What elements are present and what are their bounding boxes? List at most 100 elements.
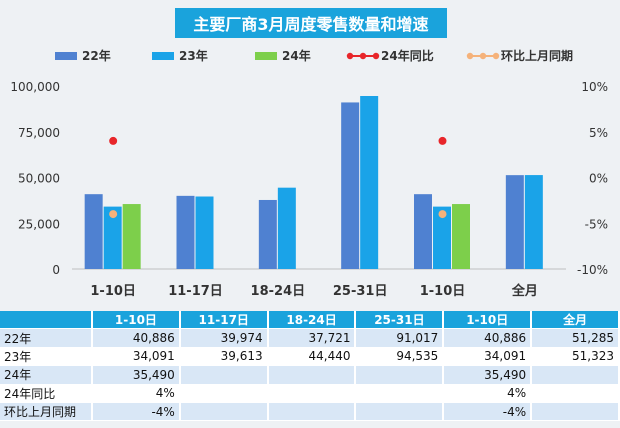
table-cell: 39,974 bbox=[179, 328, 269, 348]
y2-tick-label: 0% bbox=[589, 172, 608, 186]
legend-label: 23年 bbox=[179, 48, 208, 63]
y-tick-label: 0 bbox=[52, 263, 60, 277]
line-point-0 bbox=[438, 136, 447, 145]
bar-0 bbox=[341, 102, 360, 269]
table-cell: -4% bbox=[443, 402, 533, 422]
x-tick-label: 全月 bbox=[511, 283, 538, 299]
table-cell: 91,017 bbox=[355, 328, 445, 348]
y2-tick-label: -5% bbox=[585, 217, 608, 231]
table-cell: 40,886 bbox=[443, 328, 533, 348]
bar-0 bbox=[84, 194, 103, 269]
table-cell: 44,440 bbox=[267, 347, 357, 367]
bar-0 bbox=[258, 199, 277, 269]
table-row-label: 环比上月同期 bbox=[0, 402, 93, 422]
table-header: 全月 bbox=[531, 311, 620, 330]
bar-2 bbox=[122, 204, 141, 269]
table-header-row: 1-10日 11-17日 18-24日 25-31日 1-10日 全月 bbox=[0, 311, 620, 330]
table-row: 环比上月同期 -4% -4% bbox=[0, 402, 620, 422]
table-row-label: 24年同比 bbox=[0, 384, 93, 403]
line-point-1 bbox=[438, 210, 447, 219]
chart-title: 主要厂商3月周度零售数量和增速 bbox=[175, 8, 447, 38]
table-row: 24年 35,490 35,490 bbox=[0, 365, 620, 385]
bar-0 bbox=[505, 175, 524, 269]
legend-label: 22年 bbox=[82, 48, 111, 63]
table-cell: 4% bbox=[443, 384, 533, 403]
x-tick-label: 18-24日 bbox=[251, 284, 306, 299]
table-corner bbox=[0, 311, 93, 330]
bar-1 bbox=[433, 206, 451, 269]
table-row: 22年 40,886 39,974 37,721 91,017 40,886 51,285 bbox=[0, 328, 620, 348]
y-tick-label: 50,000 bbox=[18, 172, 60, 186]
bar-1 bbox=[360, 96, 379, 270]
table-cell: 35,490 bbox=[92, 365, 181, 385]
table-header: 25-31日 bbox=[355, 311, 445, 330]
line-point-1 bbox=[109, 210, 118, 219]
table-row-label: 22年 bbox=[0, 328, 93, 348]
bar-1 bbox=[277, 187, 296, 269]
legend-marker bbox=[346, 52, 354, 60]
legend-marker bbox=[359, 52, 367, 60]
bar-1 bbox=[103, 206, 122, 269]
table-cell: 51,285 bbox=[531, 328, 620, 348]
x-tick-label: 11-17日 bbox=[168, 284, 223, 299]
table-cell: 35,490 bbox=[443, 365, 533, 385]
table-cell bbox=[531, 402, 620, 422]
table-cell: 94,535 bbox=[355, 347, 445, 367]
table-cell bbox=[267, 365, 357, 385]
bar-1 bbox=[524, 175, 543, 269]
y2-tick-label: 5% bbox=[589, 126, 608, 140]
y2-tick-label: 10% bbox=[581, 80, 608, 94]
table-cell bbox=[531, 365, 620, 385]
table-cell: 34,091 bbox=[92, 347, 181, 367]
table-cell bbox=[355, 402, 445, 422]
legend-label: 24年同比 bbox=[381, 48, 434, 63]
bar-0 bbox=[176, 195, 195, 269]
legend-marker bbox=[479, 52, 487, 60]
table-cell bbox=[267, 384, 357, 403]
table-cell bbox=[355, 365, 445, 385]
table-cell bbox=[267, 402, 357, 422]
table-cell: 37,721 bbox=[267, 328, 357, 348]
legend-marker bbox=[372, 52, 380, 60]
x-tick-label: 1-10日 bbox=[90, 284, 136, 299]
table-row: 23年 34,091 39,613 44,440 94,535 34,091 51,323 bbox=[0, 347, 620, 367]
legend-swatch bbox=[152, 52, 174, 60]
data-table: 1-10日 11-17日 18-24日 25-31日 1-10日 全月 22年 4… bbox=[0, 311, 620, 422]
chart-canvas: 0 25,000 50,000 75,000 100,000 -10% -5% 0% 5% 10%… bbox=[10, 48, 608, 299]
table-cell bbox=[179, 384, 269, 403]
table-cell: -4% bbox=[92, 402, 181, 422]
table-header: 18-24日 bbox=[267, 311, 357, 330]
table-cell bbox=[179, 365, 269, 385]
table-cell bbox=[531, 384, 620, 403]
y2-tick-label: -10% bbox=[577, 263, 608, 277]
table-header: 11-17日 bbox=[179, 311, 269, 330]
legend-label: 环比上月同期 bbox=[501, 48, 573, 63]
x-tick-label: 25-31日 bbox=[333, 284, 388, 299]
table-row-label: 24年 bbox=[0, 365, 93, 385]
bar-1 bbox=[195, 196, 214, 269]
table-row-label: 23年 bbox=[0, 347, 93, 367]
table-cell: 51,323 bbox=[531, 347, 620, 367]
table-cell bbox=[179, 402, 269, 422]
legend-swatch bbox=[255, 52, 277, 60]
y-tick-label: 100,000 bbox=[10, 80, 60, 94]
bar-2 bbox=[452, 204, 470, 269]
table-cell bbox=[355, 384, 445, 403]
table-cell: 4% bbox=[92, 384, 181, 403]
legend-marker bbox=[492, 52, 500, 60]
table-cell: 39,613 bbox=[179, 347, 269, 367]
legend-marker bbox=[466, 52, 474, 60]
legend-label: 24年 bbox=[282, 48, 311, 63]
x-tick-label: 1-10日 bbox=[420, 284, 466, 299]
bar-0 bbox=[414, 194, 432, 269]
table-cell: 34,091 bbox=[443, 347, 533, 367]
line-point-0 bbox=[109, 136, 118, 145]
y-tick-label: 25,000 bbox=[18, 217, 60, 231]
table-cell: 40,886 bbox=[92, 328, 181, 348]
table-header: 1-10日 bbox=[92, 311, 181, 330]
legend-swatch bbox=[55, 52, 77, 60]
table-header: 1-10日 bbox=[443, 311, 533, 330]
y-tick-label: 75,000 bbox=[18, 126, 60, 140]
table-row: 24年同比 4% 4% bbox=[0, 384, 620, 403]
